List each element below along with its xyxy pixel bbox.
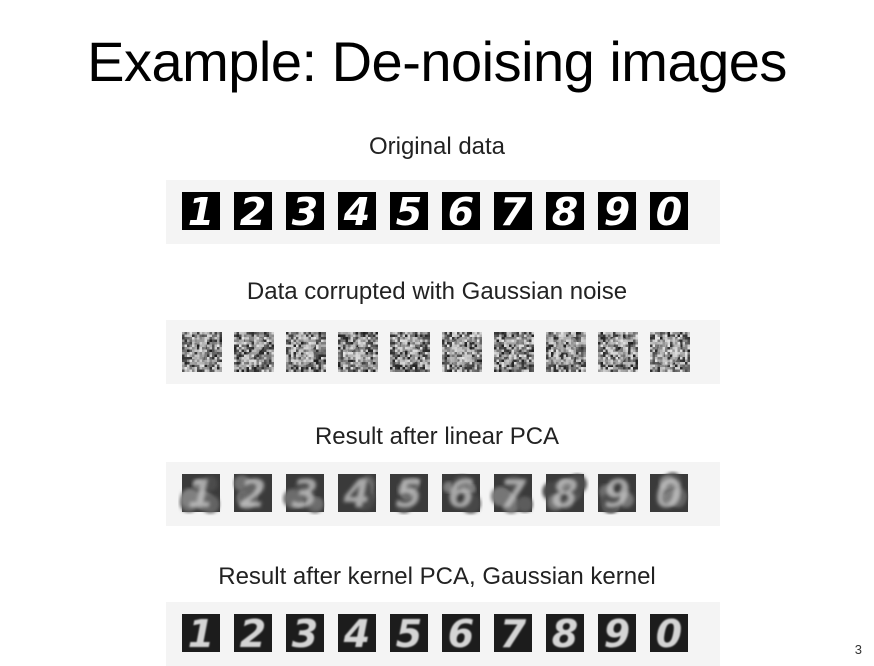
digit-thumbnail: 8 — [546, 612, 584, 656]
digit-glyph: 9 — [604, 472, 630, 516]
digit-glyph: 2 — [240, 330, 266, 374]
digit-thumbnail: 6 — [442, 472, 481, 516]
digit-thumbnail: 6 — [442, 190, 480, 234]
digit-thumbnail: 9 — [598, 472, 636, 516]
digit-thumbnail: 3 — [286, 190, 324, 234]
digit-thumbnail: 1 — [182, 612, 220, 656]
digit-thumbnail: 0 — [650, 612, 688, 656]
digit-glyph: 5 — [396, 190, 422, 234]
digit-glyph: 9 — [604, 190, 630, 234]
digit-glyph: 8 — [552, 330, 578, 374]
digit-thumbnail: 1 — [182, 330, 222, 374]
digit-glyph: 2 — [240, 612, 266, 656]
digit-glyph: 4 — [343, 190, 370, 234]
digit-glyph: 6 — [448, 190, 474, 234]
digit-glyph: 6 — [448, 472, 474, 516]
digit-thumbnail: 9 — [598, 612, 636, 656]
digit-glyph: 8 — [552, 472, 578, 516]
digit-thumbnail: 7 — [494, 190, 532, 234]
digit-glyph: 7 — [500, 330, 527, 374]
digit-glyph: 7 — [500, 612, 527, 656]
digit-glyph: 0 — [656, 612, 682, 656]
digit-thumbnail: 7 — [494, 330, 534, 374]
digit-glyph: 0 — [656, 330, 682, 374]
digit-glyph: 3 — [292, 472, 318, 516]
digit-glyph: 3 — [292, 612, 318, 656]
digit-glyph: 9 — [604, 612, 630, 656]
digit-thumbnail: 8 — [546, 190, 584, 234]
digit-glyph: 6 — [448, 612, 474, 656]
digit-glyph: 5 — [396, 472, 422, 516]
digit-glyph: 2 — [240, 472, 266, 516]
slide-title: Example: De-noising images — [87, 30, 787, 93]
digit-thumbnail: 8 — [546, 330, 586, 374]
digit-glyph: 1 — [188, 330, 214, 374]
digit-glyph: 4 — [343, 330, 370, 374]
digit-glyph: 0 — [656, 190, 682, 234]
digit-glyph: 7 — [500, 190, 527, 234]
digit-thumbnail: 6 — [442, 330, 482, 374]
digit-glyph: 5 — [396, 612, 422, 656]
digit-thumbnail: 5 — [390, 330, 430, 374]
digit-glyph: 4 — [343, 472, 370, 516]
digit-glyph: 8 — [552, 190, 578, 234]
digit-thumbnail: 2 — [234, 330, 274, 374]
section-caption-original: Original data — [368, 133, 506, 160]
digit-glyph: 4 — [343, 612, 370, 656]
digit-thumbnail: 0 — [650, 330, 690, 374]
digit-thumbnail: 8 — [542, 472, 587, 516]
digit-thumbnail: 4 — [338, 330, 378, 374]
digit-glyph: 1 — [188, 612, 214, 656]
digit-glyph: 8 — [552, 612, 578, 656]
digit-glyph: 1 — [188, 472, 214, 516]
page-number: 3 — [854, 642, 862, 657]
digit-glyph: 9 — [604, 330, 630, 374]
digit-glyph: 7 — [500, 472, 527, 516]
digit-thumbnail: 9 — [598, 190, 636, 234]
digit-thumbnail: 1 — [182, 190, 220, 234]
digit-thumbnail: 2 — [233, 472, 272, 516]
section-caption-noisy: Data corrupted with Gaussian noise — [246, 278, 628, 305]
section-caption-kernel-pca: Result after kernel PCA, Gaussian kernel — [218, 563, 656, 590]
digit-thumbnail: 4 — [338, 472, 376, 516]
digit-thumbnail: 4 — [338, 612, 376, 656]
section-caption-linear-pca: Result after linear PCA — [314, 423, 560, 450]
digit-thumbnail: 1 — [180, 472, 220, 516]
digit-thumbnail: 4 — [338, 190, 376, 234]
digit-thumbnail: 7 — [490, 472, 533, 516]
digit-glyph: 3 — [292, 190, 318, 234]
digit-thumbnail: 0 — [650, 472, 688, 516]
digit-glyph: 6 — [448, 330, 474, 374]
digit-thumbnail: 9 — [598, 330, 638, 374]
digit-thumbnail: 6 — [442, 612, 480, 656]
digit-thumbnail: 5 — [390, 612, 428, 656]
digit-thumbnail: 2 — [234, 612, 272, 656]
digit-glyph: 1 — [188, 190, 214, 234]
digit-glyph: 2 — [240, 190, 266, 234]
digit-thumbnail: 3 — [286, 612, 324, 656]
digit-thumbnail: 0 — [650, 190, 688, 234]
digit-glyph: 0 — [656, 472, 682, 516]
digit-thumbnail: 3 — [283, 472, 324, 516]
digit-thumbnail: 7 — [494, 612, 532, 656]
digit-thumbnail: 5 — [390, 472, 428, 516]
digit-glyph: 3 — [292, 330, 318, 374]
digit-thumbnail: 3 — [286, 330, 326, 374]
digit-thumbnail: 5 — [390, 190, 428, 234]
digit-thumbnail: 2 — [234, 190, 272, 234]
digit-glyph: 5 — [396, 330, 422, 374]
